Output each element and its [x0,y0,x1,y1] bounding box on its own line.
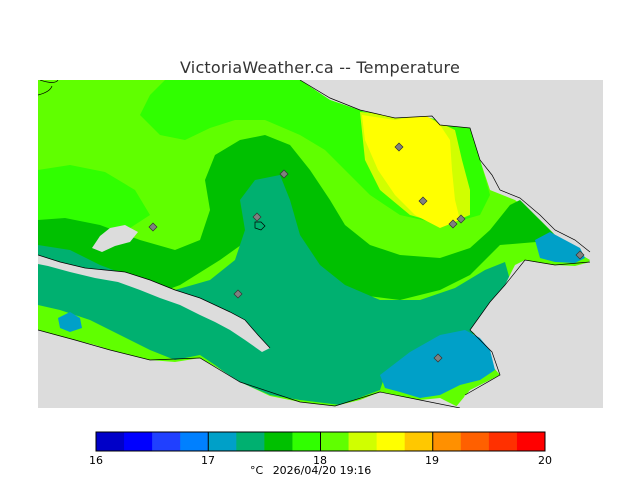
legend-tick: 19 [425,454,439,467]
station-marker[interactable] [394,142,404,152]
contour-band-00c000 [38,135,560,300]
station-marker[interactable] [575,250,585,260]
coastline-outline [38,80,591,408]
legend-caption: °C 2026/04/20 19:16 [250,464,371,477]
legend-unit: °C [250,464,264,477]
land-southeast [460,260,603,408]
contour-band-00a0c8-w [58,312,82,332]
contour-band-00a0c8-ne [535,232,585,263]
legend-color-cell [404,432,434,451]
station-marker[interactable] [433,353,443,363]
legend-color-cell [236,432,265,451]
land-north-strip [300,80,603,252]
legend-timestamp: 2026/04/20 19:16 [272,464,372,477]
legend-color-cell [208,432,237,451]
station-marker[interactable] [456,214,466,224]
station-marker[interactable] [448,219,458,229]
legend-color-cell [516,432,546,451]
legend-frame [95,431,546,452]
contour-band-00a0c8 [380,330,495,398]
station-marker[interactable] [279,169,289,179]
legend-color-cell [292,432,321,451]
legend-color-cell [320,432,350,451]
contour-band-30ff00 [38,165,150,232]
station-marker[interactable] [233,289,243,299]
legend-color-cell [180,432,209,451]
legend-tick: 17 [201,454,215,467]
legend-tick: 18 [313,454,327,467]
legend-color-cell [460,432,490,451]
land-islet [465,398,475,408]
legend-tick: 16 [89,454,103,467]
legend-color-cell [96,432,125,451]
map-title: VictoriaWeather.ca -- Temperature [180,58,460,77]
station-marker[interactable] [418,196,428,206]
legend-color-cell [124,432,153,451]
legend-color-cell [348,432,378,451]
legend-color-cell [432,432,462,451]
station-marker[interactable] [252,212,262,222]
contour-band-00b070 [38,175,510,405]
legend-color-cell [488,432,518,451]
island-outline [38,80,59,96]
contour-band-ffff00 [362,115,460,228]
land-inlet-north [92,225,138,252]
land-south-coast [38,330,460,408]
legend-color-cell [264,432,293,451]
small-lake-outline [254,221,266,231]
legend-tick: 20 [538,454,552,467]
legend-color-cell [376,432,406,451]
station-markers [148,142,585,363]
legend-color-cell [152,432,181,451]
station-marker[interactable] [148,222,158,232]
land-west-arm [38,255,270,352]
